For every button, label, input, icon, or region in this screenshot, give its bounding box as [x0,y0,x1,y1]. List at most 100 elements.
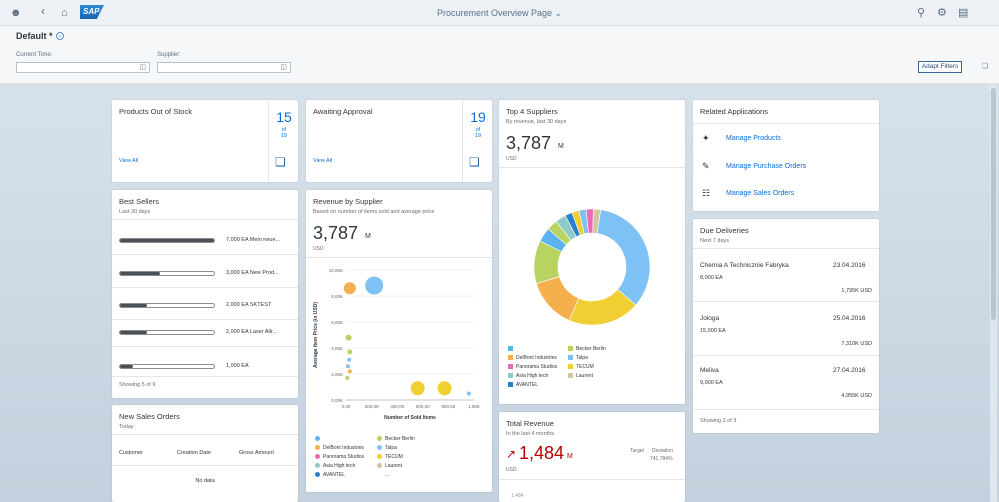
legend-label[interactable]: Asia High tech [323,462,356,469]
settings-icon[interactable]: ⚙ [937,7,947,19]
out-of-stock-card[interactable]: Products Out of Stock 15 of 15 View All … [112,100,298,182]
y-tick-label: 4,00K [331,346,343,351]
back-icon[interactable]: ‹ [41,4,45,18]
supplier-input[interactable]: ◫ [157,62,291,73]
card-title: Best Sellers [119,197,160,206]
shell-bar: ☻ ‹ ⌂ SAP Procurement Overview Page ⌄ ⚲ … [0,0,999,26]
donut-slice[interactable] [536,276,580,321]
card-subtitle: Based on number of items sold and averag… [313,209,435,215]
legend-label[interactable]: TECUM [576,363,594,370]
kpi-currency: USD [506,156,517,162]
delivery-quantity: 15,000 EA [700,328,726,334]
filter-label-time: Current Time: [16,52,53,58]
view-all-link[interactable]: View All [119,158,139,164]
legend-label[interactable]: AVANTEL [516,381,539,388]
product-icon: ✦ [702,133,710,143]
approval-count: 19 [470,109,486,125]
new-sales-orders-card[interactable]: New Sales Orders Today Customer Creation… [112,405,298,502]
best-sellers-card[interactable]: Best Sellers Last 30 days Showing 5 of 9… [112,190,298,398]
revenue-by-supplier-card[interactable]: Revenue by Supplier Based on number of i… [306,190,492,492]
user-icon[interactable]: ☻ [10,7,22,19]
awaiting-approval-card[interactable]: Awaiting Approval 19 of 19 View All ❏ [306,100,492,182]
top-suppliers-card[interactable]: Top 4 Suppliers By revenue, last 30 days… [499,100,685,404]
stacked-cards-icon: ❏ [275,155,286,169]
legend-label[interactable]: Laurent [385,462,402,469]
stock-total: 15 [280,133,288,139]
kpi-unit: M [567,453,573,460]
variant-selector[interactable]: Default * [16,31,53,41]
legend-swatch [508,364,513,369]
legend-label[interactable]: Laurent [576,372,593,379]
donut-slice[interactable] [592,208,602,234]
best-seller-bar[interactable] [119,364,215,369]
delivery-amount: 4,955K USD [841,393,872,399]
target-label: Target [630,448,644,454]
best-seller-label: 1,000 EA [226,363,249,369]
kpi-value: 1,484 [519,443,565,463]
legend-swatch [315,436,320,441]
scatter-point [345,364,350,369]
stock-count: 15 [276,109,292,125]
approval-total: 19 [474,133,482,139]
legend-label[interactable]: AVANTEL [323,471,346,478]
manage-sales-orders-link[interactable]: Manage Sales Orders [726,190,795,197]
column-header-gross-amount[interactable]: Gross Amount [239,450,274,456]
best-seller-bar[interactable] [119,271,215,276]
x-tick-label: 200,00 [365,404,379,409]
deviation-label: Deviation [652,448,673,454]
y-tick-label: 8,00K [331,294,343,299]
y-tick-label: 6,00K [331,320,343,325]
column-header-customer[interactable]: Customer [119,450,143,456]
legend-label[interactable]: DelBont Industries [516,354,557,361]
due-deliveries-card[interactable]: Due Deliveries Next 7 days Chemia A Tech… [693,219,879,433]
scrollbar[interactable] [990,84,997,502]
legend-label[interactable]: Becker Berlin [385,435,415,442]
donut-slice[interactable] [596,209,651,306]
legend-label[interactable]: Asia High tech [516,372,549,379]
card-title: Total Revenue [506,419,554,428]
legend-label[interactable]: Talpa [576,354,588,361]
notifications-icon[interactable]: ▤ [958,7,969,19]
legend-swatch [568,355,573,360]
revenue-scatter-chart[interactable]: 0,00K 2,00K 4,00K 6,00K 8,00K 10,00K 0,00 200,0… [306,260,492,420]
value-help-icon[interactable]: ◫ [280,64,287,71]
card-subtitle: Last 30 days [119,209,151,215]
legend-label[interactable]: Becker Berlin [576,345,606,352]
view-all-link[interactable]: View All [313,158,333,164]
app-title[interactable]: Procurement Overview Page ⌄ [436,8,563,18]
value-help-icon[interactable]: ◫ [139,64,146,71]
chevron-down-icon[interactable]: ⌄ [554,8,563,18]
total-revenue-card[interactable]: Total Revenue In the last 4 months ↗ 1,4… [499,412,685,502]
adapt-filters-button[interactable]: Adapt Filters [918,61,962,73]
variant-dropdown-icon[interactable]: ⌄ [56,32,64,40]
manage-products-link[interactable]: Manage Products [726,135,781,142]
legend-label[interactable]: TECUM [385,453,403,460]
legend-label[interactable]: ... [385,471,390,478]
current-time-input[interactable]: ◫ [16,62,150,73]
best-seller-bar[interactable] [119,238,215,243]
y-tick-label: 0,00K [331,398,343,403]
pin-icon[interactable]: ❏ [982,63,989,70]
kpi-value: 3,787 [313,223,359,243]
column-header-creation-date[interactable]: Creation Date [177,450,211,456]
delivery-supplier[interactable]: Jologa [700,315,720,322]
search-icon[interactable]: ⚲ [917,7,926,19]
home-icon[interactable]: ⌂ [61,7,68,19]
related-applications-card[interactable]: Related Applications ✦ Manage Products ✎… [693,100,879,211]
best-seller-bar[interactable] [119,330,215,335]
x-tick-label: 600,00 [416,404,430,409]
best-seller-bar[interactable] [119,303,215,308]
legend-label[interactable]: Panorama Studios [516,363,558,370]
stacked-cards-icon: ❏ [469,155,480,169]
delivery-supplier[interactable]: Meliva [700,367,719,374]
legend-label[interactable]: Panorama Studios [323,453,365,460]
delivery-supplier[interactable]: Chemia A Technicznie Fabryka [700,262,789,269]
card-subtitle: In the last 4 months [506,431,554,437]
manage-purchase-orders-link[interactable]: Manage Purchase Orders [726,163,807,170]
top-suppliers-donut-chart[interactable] [499,170,685,340]
sap-logo[interactable]: SAP [80,5,104,19]
legend-label[interactable]: Talpa [385,444,397,451]
approval-of: of [475,127,481,133]
card-title: Awaiting Approval [313,107,373,116]
legend-label[interactable]: DelBont Industries [323,444,364,451]
